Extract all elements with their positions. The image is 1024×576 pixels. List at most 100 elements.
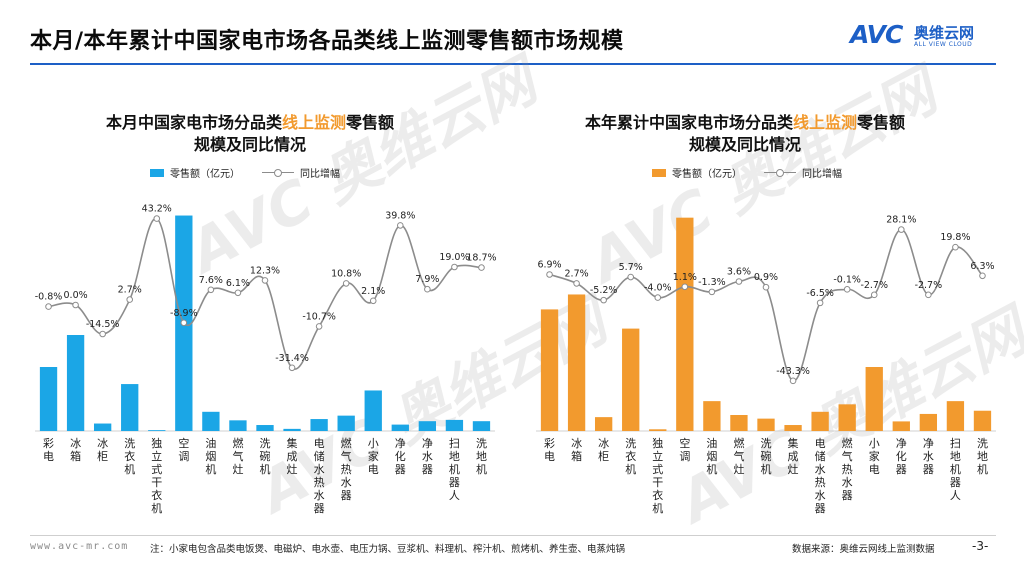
growth-point (261, 277, 269, 284)
left-chart: -0.8% 0.0% -14.5% 2.7% 43.2% -8.9% 7.6% 6.1%12.… (35, 204, 497, 515)
growth-point (925, 291, 932, 299)
footer-url[interactable]: www.avc-mr.com (30, 541, 129, 552)
growth-label: -2.7% (860, 280, 888, 291)
bar (418, 421, 437, 431)
growth-point (627, 273, 635, 281)
bar (337, 415, 355, 431)
header-divider (30, 63, 996, 65)
growth-point (735, 278, 743, 285)
bar (892, 421, 910, 431)
bar (391, 424, 409, 431)
growth-point (843, 286, 851, 293)
category-label: 冰箱 (571, 437, 582, 463)
growth-label: -0.1% (833, 274, 861, 285)
right-chart-title: 本年累计中国家电市场分品类线上监测零售额 规模及同比情况 (540, 112, 950, 156)
category-label: 扫地机器人 (449, 437, 460, 502)
bar (757, 418, 775, 431)
category-label: 燃气热水器 (341, 436, 352, 502)
right-chart-title-pre: 本年累计中国家电市场分品类 (584, 113, 793, 132)
category-label: 冰箱 (70, 437, 81, 463)
growth-label: 0.9% (754, 272, 778, 283)
growth-point (72, 301, 79, 309)
growth-point (126, 296, 134, 303)
bar (594, 417, 613, 431)
category-label: 净化器 (395, 436, 406, 476)
bar (676, 217, 694, 431)
growth-point (952, 243, 959, 251)
growth-point (396, 222, 404, 229)
bar (838, 404, 856, 431)
logo-mark: AVC (850, 20, 903, 49)
category-label: 空调 (178, 436, 189, 463)
category-label: 集成灶 (788, 436, 799, 476)
category-label: 小家电 (869, 437, 880, 476)
growth-point (897, 226, 905, 233)
category-label: 电储水热水器 (815, 437, 826, 515)
footer-note: 注：小家电包含品类电饭煲、电磁炉、电水壶、电压力锅、豆浆机、料理机、榨汁机、煎烤… (150, 544, 626, 555)
page-number: -3- (972, 539, 989, 553)
growth-label: 7.6% (199, 275, 223, 286)
page-title: 本月/本年累计中国家电市场各品类线上监测零售额市场规模 (30, 29, 624, 54)
growth-point (451, 263, 458, 271)
growth-label: -4.0% (644, 283, 672, 294)
bar (540, 309, 559, 431)
category-label: 扫地机器人 (950, 437, 961, 502)
legend-line-swatch (764, 168, 796, 178)
growth-label: 5.7% (619, 262, 643, 273)
category-label: 燃气灶 (232, 436, 243, 476)
legend-line-label: 同比增幅 (300, 169, 340, 180)
growth-label: 7.9% (415, 274, 439, 285)
category-label: 彩电 (43, 437, 54, 463)
growth-label: -10.7% (302, 311, 336, 322)
growth-point (789, 377, 797, 385)
growth-label: -0.8% (35, 292, 63, 303)
bar (121, 384, 139, 431)
category-label: 油烟机 (706, 436, 717, 476)
growth-point (979, 272, 986, 280)
growth-label: 12.3% (250, 265, 280, 276)
growth-label: 19.0% (439, 252, 469, 263)
logo-name-en: ALL VIEW CLOUD (914, 41, 973, 48)
logo-name-cn: 奥维云网 (914, 24, 975, 42)
category-label: 洗衣机 (124, 437, 135, 476)
category-label: 燃气热水器 (842, 436, 853, 502)
growth-point (424, 285, 431, 293)
category-label: 净化器 (896, 436, 907, 476)
growth-point (180, 319, 188, 327)
category-label: 油烟机 (205, 436, 216, 476)
bar (445, 419, 464, 431)
right-chart: 6.9% 2.7%-5.2% 5.7%-4.0%1.1% -1.3%3.6%0.9% -… (536, 215, 996, 515)
bar (730, 415, 748, 431)
growth-point (99, 330, 106, 338)
growth-point (315, 323, 323, 330)
growth-label: -2.7% (915, 280, 943, 291)
category-label: 洗碗机 (761, 437, 772, 476)
bar (472, 421, 491, 431)
growth-line (549, 228, 984, 382)
legend-bar-label: 零售额（亿元） (672, 169, 742, 180)
category-label: 独立式干衣机 (652, 437, 663, 515)
growth-label: 3.6% (727, 266, 751, 277)
growth-point (45, 303, 52, 310)
bar (649, 429, 667, 431)
growth-point (654, 294, 662, 301)
growth-label: 6.9% (537, 260, 561, 271)
right-chart-title-post: 零售额 (857, 113, 906, 132)
category-label: 洗地机 (476, 437, 487, 476)
growth-label: -8.9% (170, 308, 198, 319)
growth-label: 2.7% (118, 285, 142, 296)
category-label: 小家电 (368, 437, 379, 476)
growth-label: 6.3% (970, 261, 994, 272)
growth-label: 2.1% (361, 286, 385, 297)
growth-label: -43.3% (776, 366, 810, 377)
category-label: 独立式干衣机 (151, 437, 162, 515)
growth-label: -1.3% (698, 277, 726, 288)
bar (865, 367, 883, 431)
legend-bar-swatch (652, 168, 666, 177)
growth-point (478, 264, 485, 271)
bar (283, 428, 301, 431)
growth-point (870, 291, 878, 299)
left-chart-title-post: 零售额 (346, 113, 395, 132)
category-label: 空调 (679, 436, 690, 463)
growth-label: -14.5% (86, 319, 120, 330)
